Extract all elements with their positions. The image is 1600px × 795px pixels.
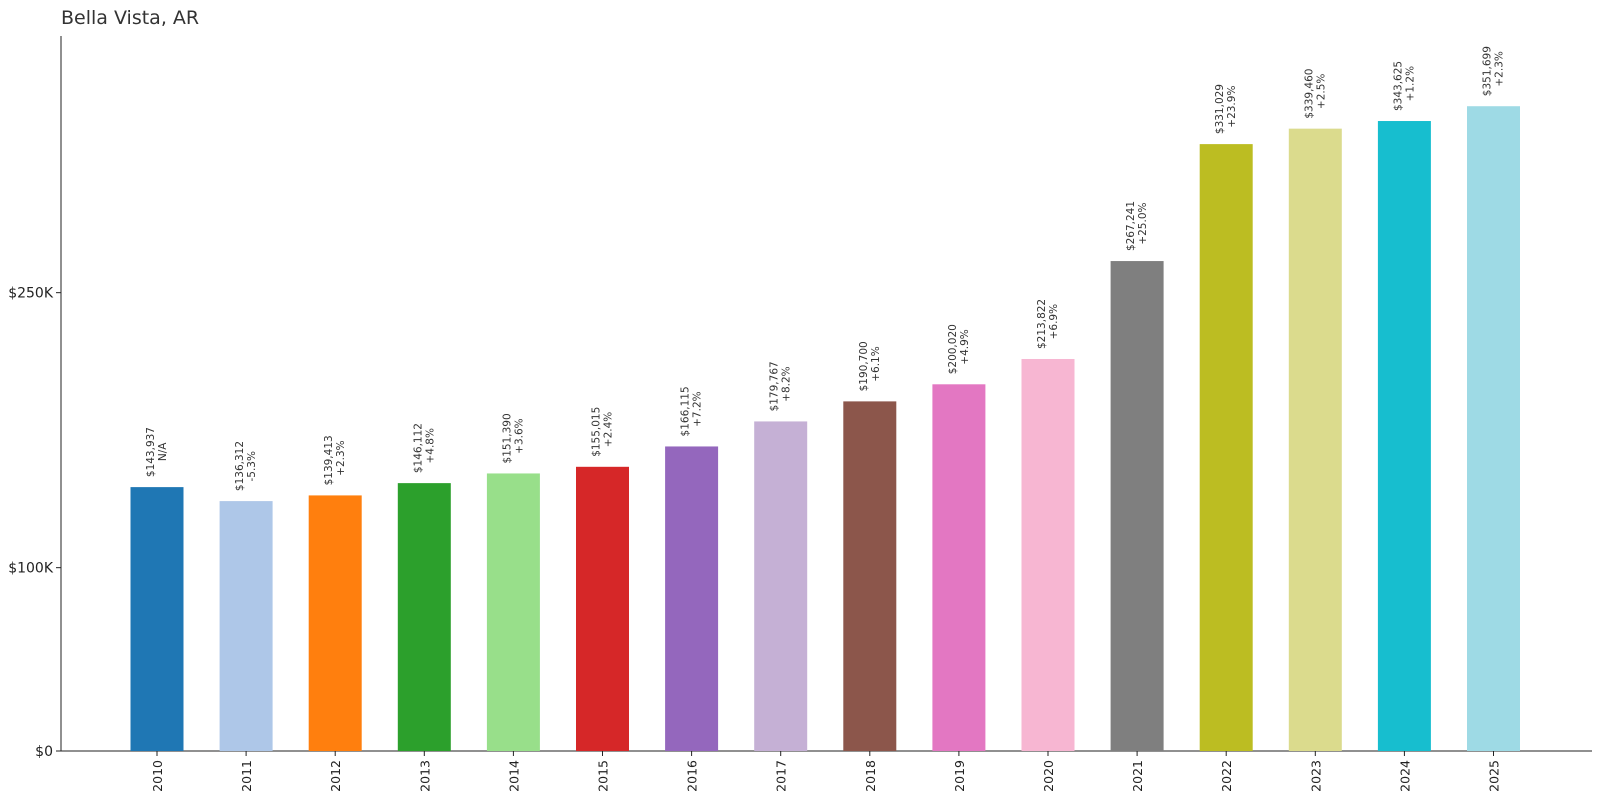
bar-2017 bbox=[754, 421, 808, 751]
x-tick-label: 2013 bbox=[417, 760, 432, 792]
x-axis-ticks: 2010 2011 2012 2013 2014 2015 2016 2017 2018 2019… bbox=[150, 751, 1502, 792]
x-tick-label: 2021 bbox=[1130, 760, 1145, 792]
x-tick-label: 2019 bbox=[952, 760, 967, 792]
bar-value-amount: $267,241 bbox=[1125, 201, 1137, 251]
x-tick-label: 2012 bbox=[328, 760, 343, 792]
x-tick-label: 2017 bbox=[774, 760, 789, 792]
bar-2019 bbox=[932, 384, 986, 751]
x-tick-label: 2023 bbox=[1308, 760, 1323, 792]
x-tick-label: 2024 bbox=[1397, 760, 1412, 792]
bar-value-label: $146,112+4.8% bbox=[412, 423, 436, 473]
bars bbox=[130, 106, 1520, 752]
bar-value-label: $190,700+6.1% bbox=[858, 341, 882, 391]
bar-value-label: $179,767+8.2% bbox=[769, 361, 793, 411]
bar-2023 bbox=[1288, 128, 1342, 751]
x-tick-label: 2015 bbox=[596, 760, 611, 792]
bar-value-amount: $166,115 bbox=[680, 386, 692, 436]
bar-2013 bbox=[397, 483, 451, 751]
bar-value-amount: $351,699 bbox=[1482, 46, 1494, 96]
bar-2015 bbox=[576, 466, 629, 751]
chart-title: Bella Vista, AR bbox=[61, 7, 199, 29]
bar-2021 bbox=[1110, 261, 1164, 751]
bar-value-label: $213,822+6.9% bbox=[1036, 299, 1060, 349]
y-axis-ticks: $0 $100K $250K bbox=[8, 286, 61, 760]
bar-value-labels: $143,937N/A $136,312-5.3% $139,413+2.3% $14… bbox=[145, 46, 1506, 491]
bar-2022 bbox=[1199, 144, 1253, 751]
bar-value-amount: $139,413 bbox=[323, 435, 335, 485]
x-tick-label: 2025 bbox=[1487, 760, 1502, 792]
bar-change-percent: +1.2% bbox=[1404, 66, 1416, 101]
x-tick-label: 2014 bbox=[506, 760, 521, 792]
bar-2011 bbox=[219, 501, 273, 751]
bar-change-percent: +4.8% bbox=[424, 428, 436, 463]
bar-value-label: $139,413+2.3% bbox=[323, 435, 347, 485]
bar-change-percent: +6.1% bbox=[870, 346, 882, 381]
bar-value-amount: $213,822 bbox=[1036, 299, 1048, 349]
bar-change-percent: +2.3% bbox=[335, 440, 347, 475]
bar-change-percent: -5.3% bbox=[246, 451, 258, 481]
bar-change-percent: +7.2% bbox=[692, 391, 704, 426]
x-tick-label: 2011 bbox=[239, 760, 254, 792]
bar-value-label: $331,029+23.9% bbox=[1214, 84, 1238, 134]
bar-value-amount: $151,390 bbox=[501, 413, 513, 463]
x-tick-label: 2010 bbox=[150, 760, 165, 792]
bar-value-amount: $179,767 bbox=[769, 361, 781, 411]
bar-2014 bbox=[486, 473, 540, 751]
x-tick-label: 2022 bbox=[1219, 760, 1234, 792]
bar-change-percent: +2.4% bbox=[603, 412, 615, 447]
bar-value-label: $155,015+2.4% bbox=[591, 407, 615, 457]
bar-value-label: $343,625+1.2% bbox=[1392, 61, 1416, 111]
bar-value-label: $200,020+4.9% bbox=[947, 324, 971, 374]
y-tick-label: $100K bbox=[8, 561, 54, 577]
x-tick-label: 2020 bbox=[1041, 760, 1056, 792]
bar-value-amount: $143,937 bbox=[145, 427, 157, 477]
bar-change-percent: +2.5% bbox=[1315, 74, 1327, 109]
bar-value-label: $339,460+2.5% bbox=[1303, 69, 1327, 119]
bar-value-amount: $339,460 bbox=[1303, 69, 1315, 119]
bar-value-amount: $343,625 bbox=[1392, 61, 1404, 111]
bar-change-percent: +23.9% bbox=[1226, 86, 1238, 128]
bar-change-percent: +6.9% bbox=[1048, 304, 1060, 339]
x-tick-label: 2018 bbox=[863, 760, 878, 792]
bar-2016 bbox=[665, 446, 719, 751]
bar-2012 bbox=[308, 495, 362, 751]
bar-value-amount: $146,112 bbox=[412, 423, 424, 473]
bar-value-label: $166,115+7.2% bbox=[680, 386, 704, 436]
bar-value-amount: $136,312 bbox=[234, 441, 246, 491]
y-tick-label: $0 bbox=[35, 744, 53, 760]
bar-change-percent: +3.6% bbox=[513, 418, 525, 453]
bar-value-amount: $331,029 bbox=[1214, 84, 1226, 134]
bar-2010 bbox=[130, 487, 184, 751]
x-tick-label: 2016 bbox=[685, 760, 700, 792]
bar-2020 bbox=[1021, 358, 1075, 751]
bar-value-label: $267,241+25.0% bbox=[1125, 201, 1149, 251]
bar-value-amount: $155,015 bbox=[591, 407, 603, 457]
bar-value-label: $351,699+2.3% bbox=[1482, 46, 1506, 96]
bar-2025 bbox=[1467, 106, 1520, 751]
bar-value-label: $143,937N/A bbox=[145, 427, 169, 477]
bar-2018 bbox=[843, 401, 897, 751]
bar-value-label: $136,312-5.3% bbox=[234, 441, 258, 491]
y-tick-label: $250K bbox=[8, 286, 54, 302]
axes bbox=[60, 36, 1592, 752]
bar-2024 bbox=[1377, 121, 1431, 752]
bar-change-percent: +25.0% bbox=[1137, 202, 1149, 244]
bar-value-amount: $190,700 bbox=[858, 341, 870, 391]
bar-change-percent: +2.3% bbox=[1494, 51, 1506, 86]
bar-change-percent: N/A bbox=[157, 442, 169, 461]
bar-value-amount: $200,020 bbox=[947, 324, 959, 374]
bar-change-percent: +8.2% bbox=[781, 366, 793, 401]
bar-change-percent: +4.9% bbox=[959, 329, 971, 364]
bar-value-label: $151,390+3.6% bbox=[501, 413, 525, 463]
